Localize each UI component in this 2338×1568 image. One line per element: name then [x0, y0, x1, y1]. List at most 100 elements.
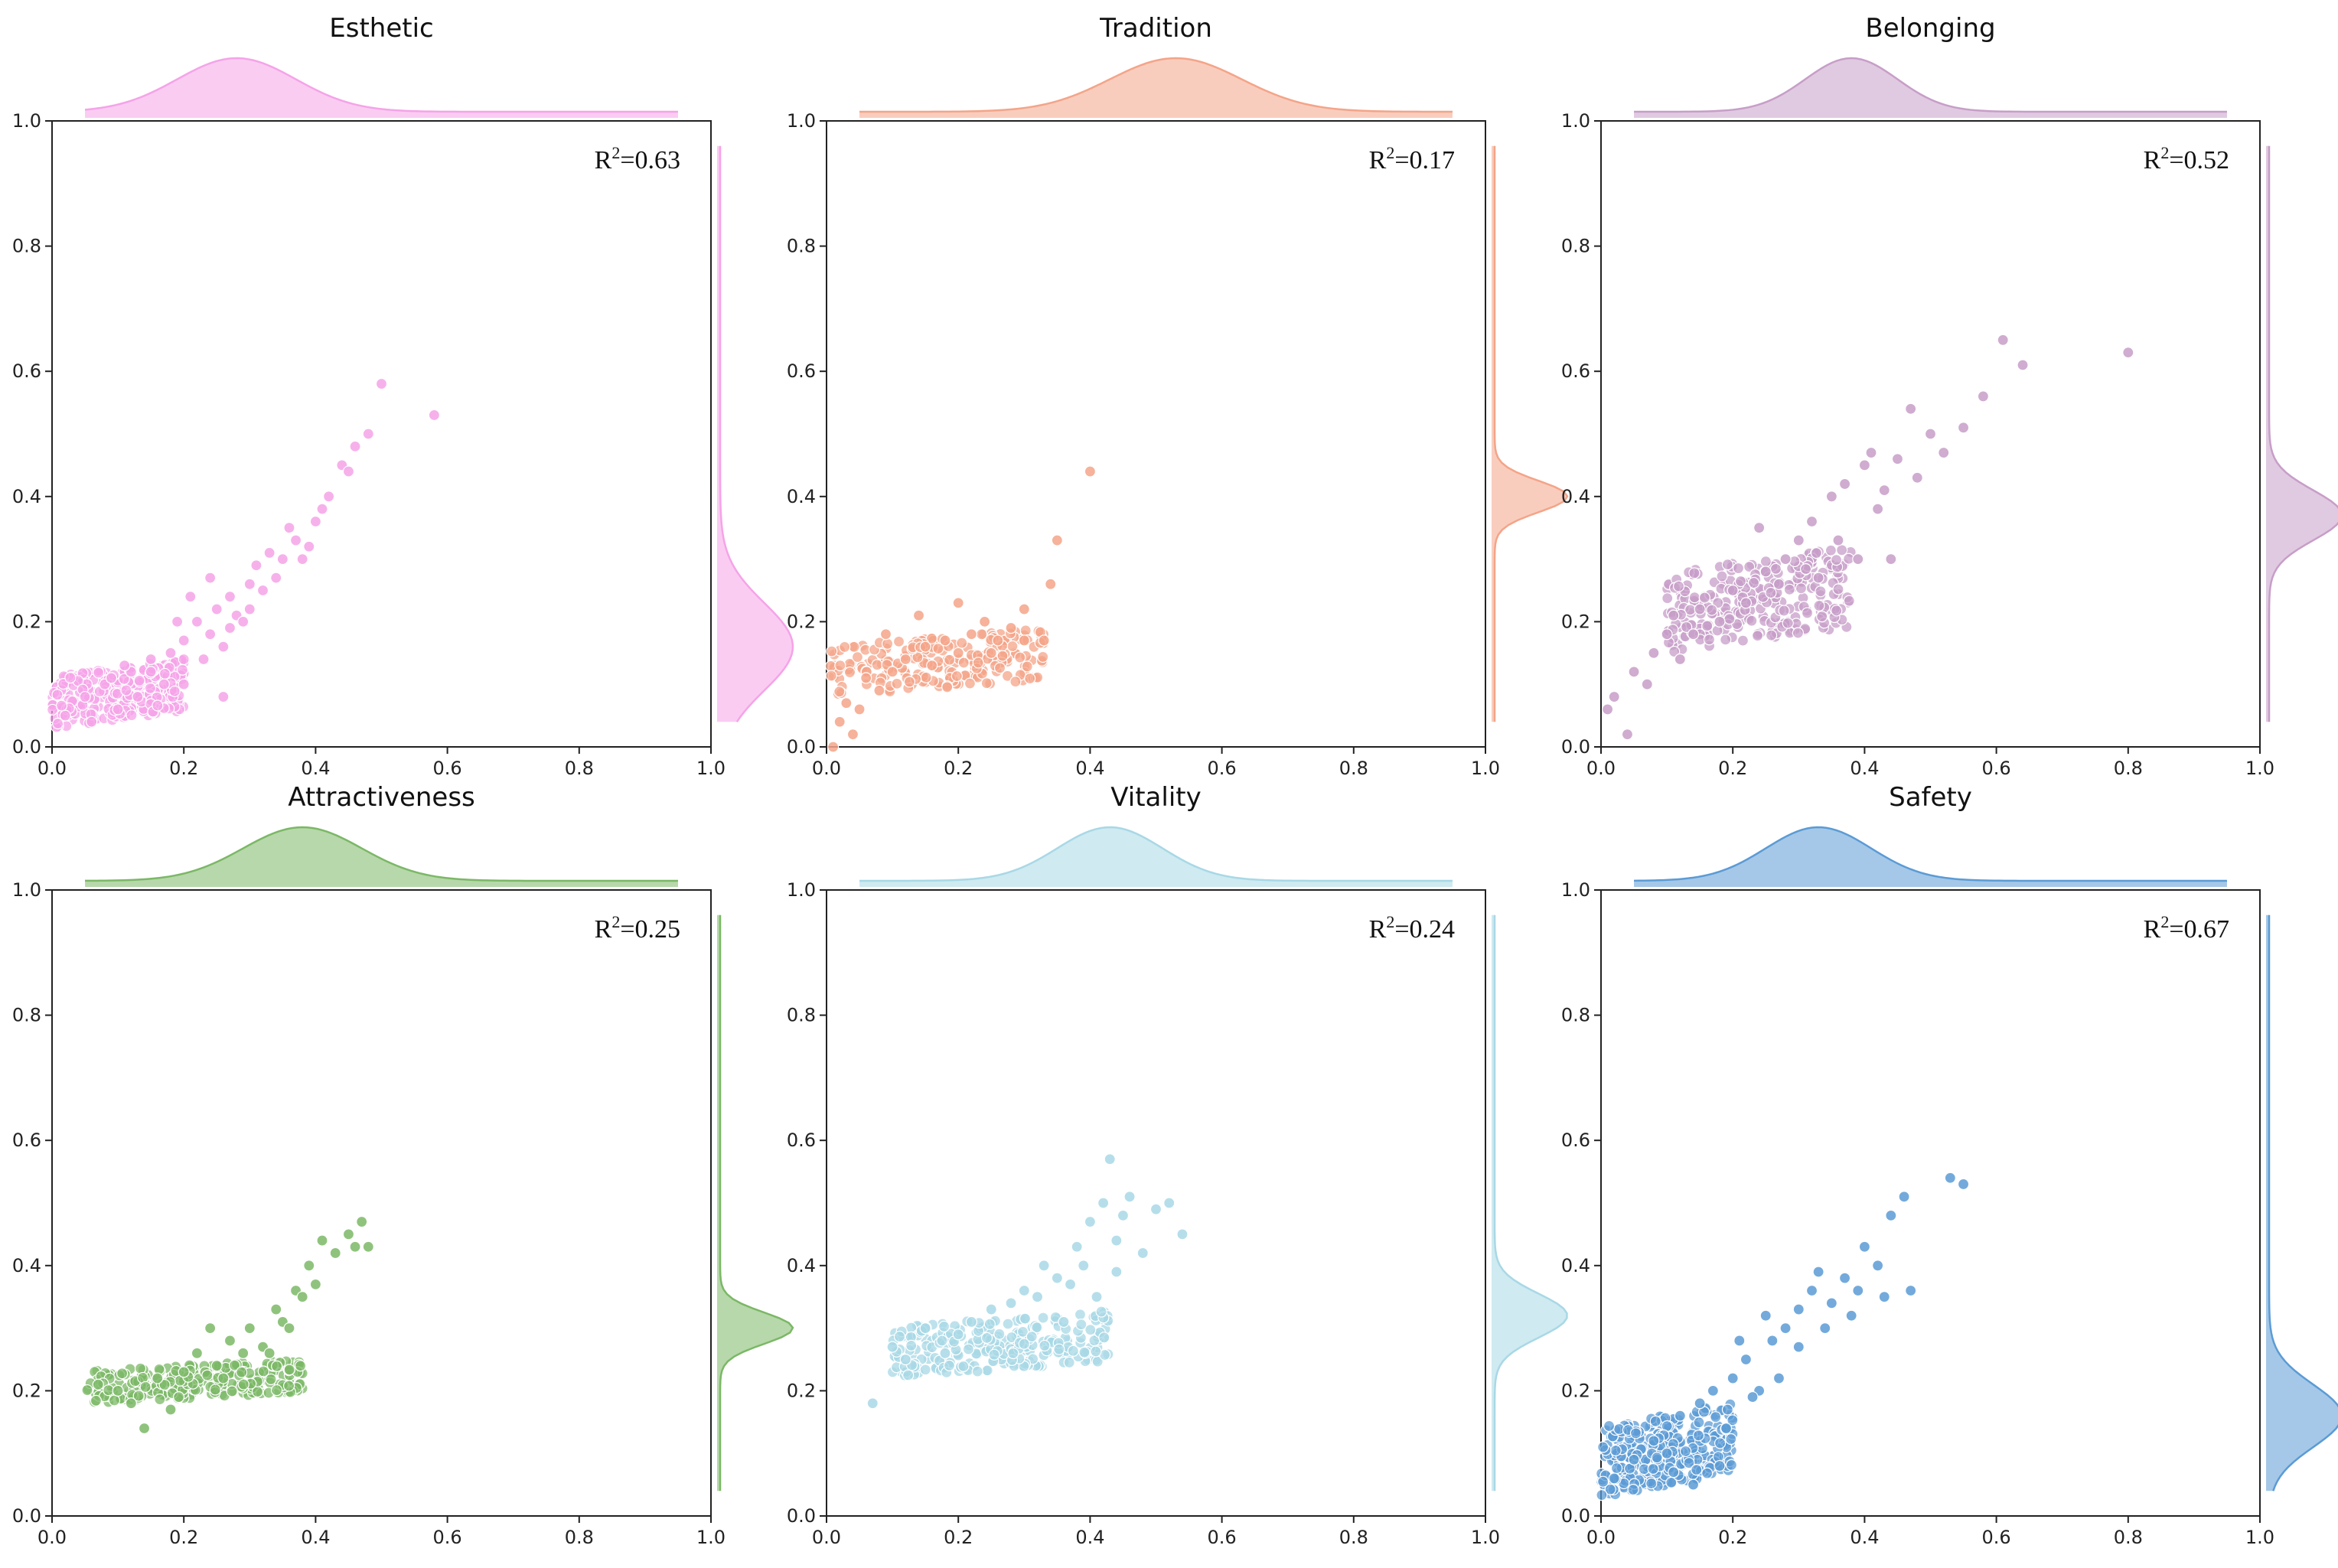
- x-tick-label: 0.6: [1208, 758, 1237, 779]
- scatter-point: [1720, 1422, 1733, 1435]
- scatter-point: [1977, 390, 1989, 403]
- scatter-point: [316, 1234, 328, 1247]
- scatter-point: [191, 1347, 204, 1359]
- scatter-point: [1740, 1353, 1753, 1366]
- scatter-point: [1858, 1240, 1870, 1253]
- scatter-point: [154, 1394, 166, 1406]
- scatter-point: [342, 465, 355, 478]
- r-squared-label: R2=0.17: [1369, 143, 1455, 174]
- scatter-point: [964, 677, 977, 689]
- scatter-point: [956, 637, 968, 649]
- y-density-line: [1493, 145, 1569, 722]
- scatter-point: [158, 667, 171, 680]
- scatter-point: [1765, 586, 1777, 599]
- scatter-point: [1628, 1453, 1640, 1465]
- scatter-point: [158, 1378, 171, 1391]
- scatter-point: [243, 603, 256, 615]
- scatter-point: [1097, 1197, 1110, 1209]
- scatter-point: [1779, 1322, 1792, 1335]
- scatter-point: [1668, 645, 1681, 658]
- scatter-point: [1732, 562, 1745, 575]
- x-tick-label: 0.4: [1075, 758, 1104, 779]
- scatter-point: [1045, 578, 1057, 590]
- x-tick-label: 0.0: [1586, 758, 1616, 779]
- scatter-point: [1603, 1420, 1616, 1433]
- scatter-point: [1031, 1321, 1043, 1334]
- scatter-point: [1091, 1291, 1103, 1303]
- x-density-fill: [859, 58, 1453, 118]
- scatter-point: [271, 1360, 283, 1372]
- scatter-point: [59, 709, 71, 722]
- scatter-point: [283, 1322, 295, 1335]
- scatter-point: [168, 685, 181, 698]
- y-tick-label: 0.6: [1561, 1130, 1590, 1151]
- scatter-point: [1006, 640, 1019, 653]
- scatter-point: [919, 641, 931, 653]
- scatter-point: [237, 615, 249, 628]
- scatter-point: [119, 660, 131, 672]
- scatter-point: [1721, 559, 1734, 571]
- x-tick-label: 0.2: [169, 758, 198, 779]
- scatter-point: [171, 615, 184, 628]
- scatter-point: [1084, 465, 1097, 478]
- scatter-point: [1053, 1343, 1065, 1355]
- scatter-point: [1710, 1411, 1722, 1423]
- x-tick-label: 0.0: [37, 1527, 67, 1548]
- scatter-point: [1627, 1484, 1639, 1496]
- x-density-fill: [1634, 827, 2227, 887]
- scatter-point: [965, 1315, 978, 1328]
- scatter-point: [834, 660, 846, 672]
- scatter-point: [223, 621, 236, 634]
- scatter-point: [1163, 1197, 1176, 1209]
- y-tick-label: 0.6: [1561, 360, 1590, 382]
- scatter-point: [1938, 446, 1950, 459]
- scatter-point: [116, 1368, 129, 1380]
- scatter-point: [105, 672, 118, 684]
- scatter-point: [1031, 1291, 1044, 1303]
- scatter-point: [2017, 359, 2029, 371]
- scatter-point: [1838, 1272, 1851, 1284]
- scatter-point: [237, 1378, 249, 1390]
- x-density-fill: [1634, 58, 2227, 118]
- scatter-point: [825, 670, 837, 682]
- scatter-point: [229, 1359, 241, 1371]
- scatter-point: [1104, 1153, 1116, 1165]
- scatter-point: [1703, 634, 1716, 646]
- scatter-point: [1694, 1397, 1706, 1410]
- scatter-point: [1641, 678, 1653, 690]
- scatter-point: [1759, 556, 1772, 568]
- scatter-point: [90, 1394, 103, 1407]
- scatter-point: [296, 1291, 308, 1303]
- scatter-point: [1801, 607, 1814, 619]
- y-tick-label: 0.2: [1561, 611, 1590, 632]
- scatter-point: [138, 1422, 151, 1435]
- scatter-point: [1714, 1459, 1726, 1472]
- scatter-point: [362, 1240, 374, 1253]
- scatter-point: [1110, 1266, 1123, 1278]
- scatter-point: [1872, 503, 1884, 515]
- scatter-point: [1661, 1447, 1673, 1459]
- r-squared-label: R2=0.63: [595, 143, 680, 174]
- x-tick-label: 1.0: [2245, 1527, 2274, 1548]
- scatter-point: [919, 1322, 931, 1335]
- y-tick-label: 0.8: [12, 1005, 41, 1026]
- plot-frame: [826, 889, 1486, 1517]
- scatter-point: [152, 699, 164, 712]
- scatter-point: [871, 659, 883, 671]
- scatter-point: [184, 591, 197, 603]
- scatter-point: [971, 1365, 983, 1377]
- scatter-point: [1063, 1356, 1075, 1369]
- scatter-point: [349, 440, 361, 452]
- scatter-point: [1067, 1345, 1079, 1357]
- scatter-point: [1725, 1433, 1737, 1446]
- x-density-fill: [85, 58, 678, 118]
- scatter-point: [985, 647, 997, 659]
- scatter-point: [1997, 334, 2009, 346]
- scatter-point: [1649, 1415, 1661, 1427]
- scatter-point: [879, 628, 892, 641]
- scatter-point: [210, 1360, 223, 1372]
- panel-title: Tradition: [1099, 13, 1212, 44]
- scatter-point: [1078, 1346, 1091, 1358]
- scatter-point: [1747, 576, 1760, 589]
